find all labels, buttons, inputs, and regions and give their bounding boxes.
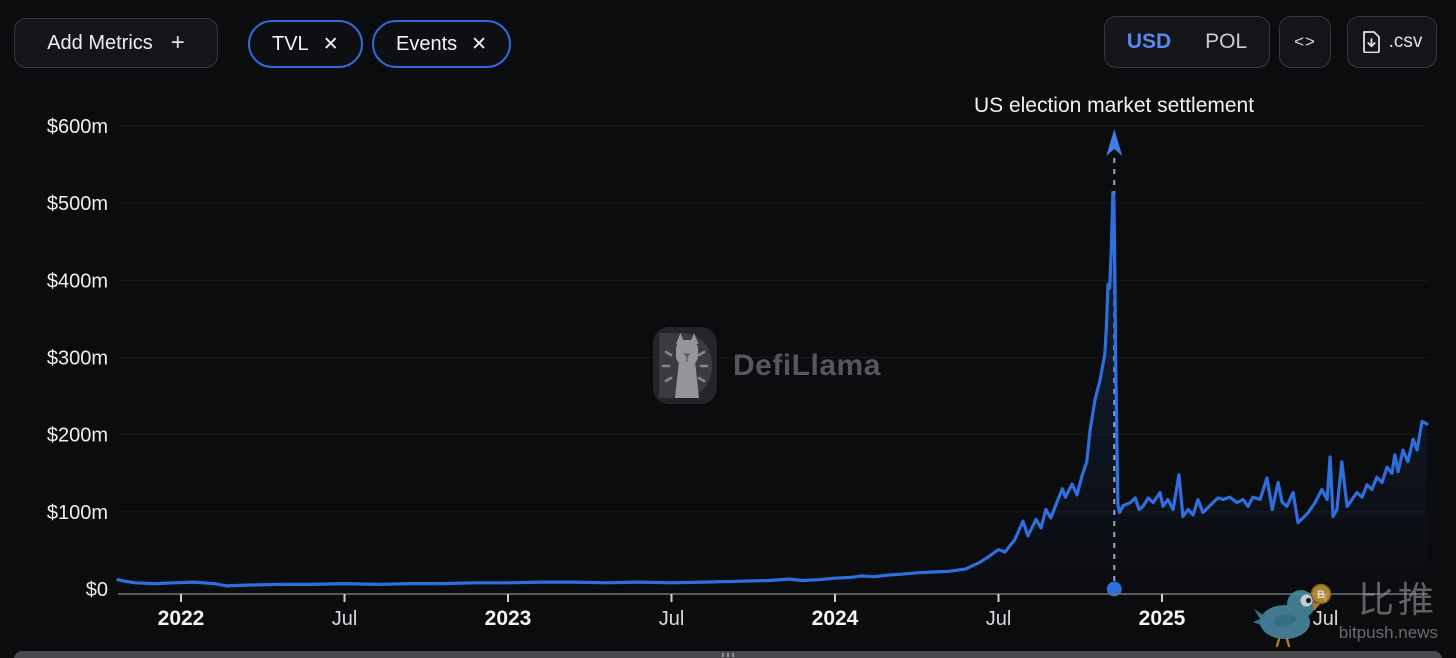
- y-axis-label: $500m: [47, 193, 108, 215]
- brush-grip-icon: [722, 653, 734, 657]
- y-axis-label: $600m: [47, 116, 108, 138]
- x-axis-label: Jul: [332, 608, 358, 630]
- y-axis-label: $400m: [47, 270, 108, 292]
- y-axis-label: $200m: [47, 425, 108, 447]
- x-axis-label: 2025: [1139, 607, 1186, 630]
- csv-download-icon: [1362, 31, 1380, 53]
- x-axis-label: 2024: [812, 607, 859, 630]
- code-icon: <>: [1294, 32, 1316, 51]
- add-metrics-button[interactable]: Add Metrics +: [14, 18, 218, 68]
- x-axis-label: 2023: [485, 607, 532, 630]
- x-axis-label: 2022: [158, 607, 205, 630]
- add-metrics-label: Add Metrics: [47, 31, 153, 54]
- currency-option-usd[interactable]: USD: [1126, 30, 1172, 53]
- currency-option-pol[interactable]: POL: [1205, 30, 1248, 53]
- metric-chip-events[interactable]: Events ✕: [372, 20, 512, 68]
- chip-label: Events: [396, 32, 458, 55]
- plus-icon: +: [170, 29, 185, 56]
- currency-toggle[interactable]: USD POL: [1104, 16, 1270, 68]
- chart-brush-bar[interactable]: [14, 651, 1442, 658]
- y-axis-label: $0: [86, 579, 108, 601]
- y-axis-label: $100m: [47, 502, 108, 524]
- csv-label: .csv: [1388, 31, 1423, 52]
- x-axis-label: Jul: [659, 608, 685, 630]
- chip-label: TVL: [272, 32, 309, 55]
- close-icon[interactable]: ✕: [471, 33, 488, 55]
- embed-button[interactable]: <>: [1279, 16, 1331, 68]
- x-axis-label: Jul: [1313, 608, 1339, 630]
- metric-chip-tvl[interactable]: TVL ✕: [248, 20, 363, 68]
- download-csv-button[interactable]: .csv: [1347, 16, 1437, 68]
- close-icon[interactable]: ✕: [322, 33, 339, 55]
- y-axis-label: $300m: [47, 348, 108, 370]
- event-marker-dot[interactable]: [1106, 581, 1122, 597]
- x-axis-label: Jul: [986, 608, 1012, 630]
